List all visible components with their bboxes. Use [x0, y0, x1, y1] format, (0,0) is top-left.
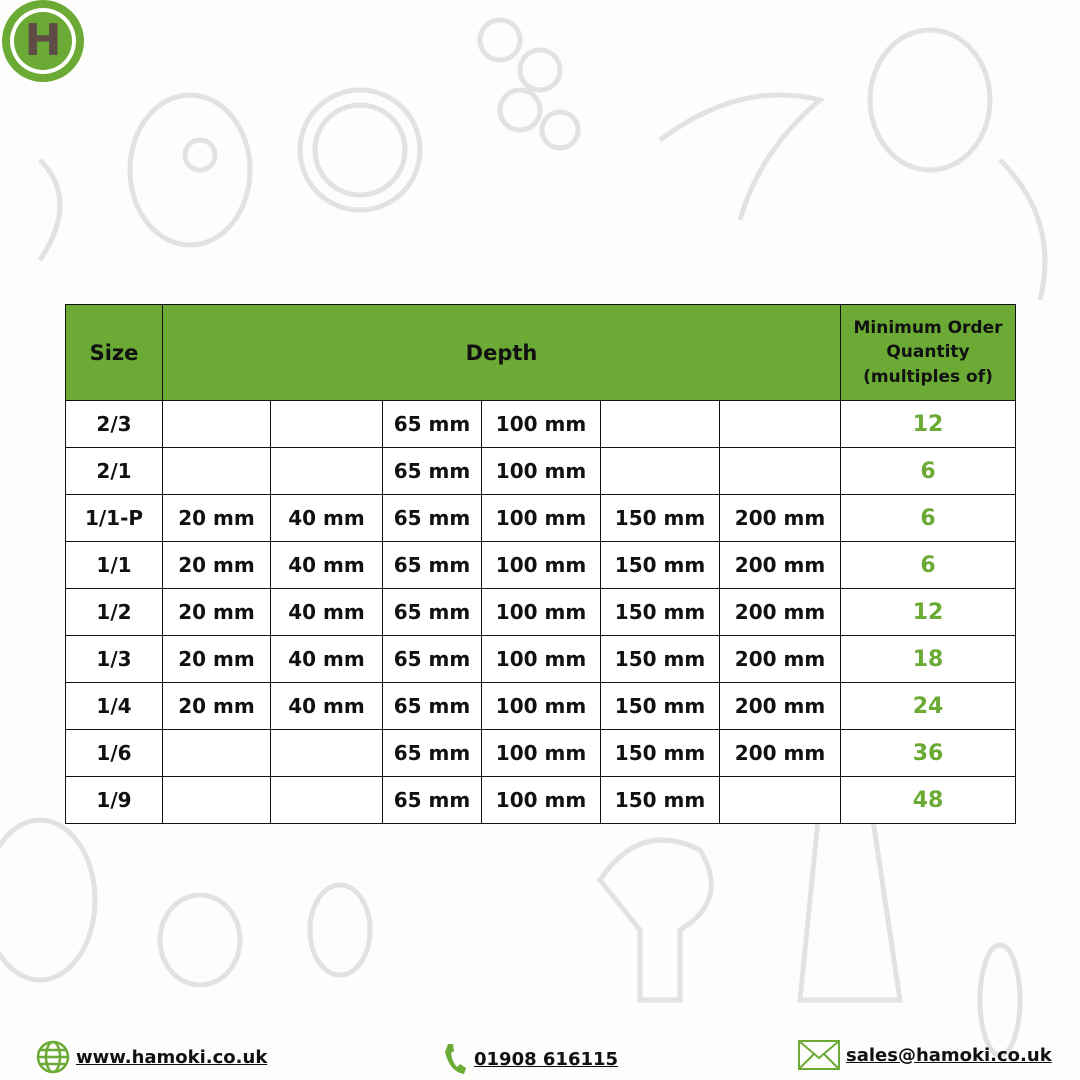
size-cell: 1/1-P — [65, 494, 163, 542]
depth-cell: 150 mm — [600, 729, 720, 777]
depth-cell: 40 mm — [270, 588, 383, 636]
table-row: 1/1-P 20 mm 40 mm 65 mm 100 mm 150 mm 200 mm 6 — [65, 494, 1016, 542]
depth-cell: 65 mm — [382, 682, 482, 730]
size-cell: 1/6 — [65, 729, 163, 777]
depth-cell: 65 mm — [382, 494, 482, 542]
table-row: 2/1 65 mm 100 mm 6 — [65, 447, 1016, 495]
size-cell: 1/3 — [65, 635, 163, 683]
depth-cell: 200 mm — [719, 588, 841, 636]
depth-cell — [600, 447, 720, 495]
depth-cell — [270, 776, 383, 824]
depth-cell: 100 mm — [481, 541, 601, 589]
moq-cell: 12 — [840, 588, 1016, 636]
depth-cell — [270, 729, 383, 777]
moq-cell: 12 — [840, 400, 1016, 448]
depth-cell: 150 mm — [600, 682, 720, 730]
depth-cell: 65 mm — [382, 447, 482, 495]
depth-cell — [162, 729, 271, 777]
depth-cell — [162, 400, 271, 448]
table-row: 1/9 65 mm 100 mm 150 mm 48 — [65, 776, 1016, 824]
depth-cell: 100 mm — [481, 447, 601, 495]
depth-cell: 100 mm — [481, 494, 601, 542]
depth-cell: 150 mm — [600, 635, 720, 683]
depth-cell: 150 mm — [600, 588, 720, 636]
header-size: Size — [65, 304, 163, 401]
moq-cell: 6 — [840, 494, 1016, 542]
logo-letter: H — [24, 15, 62, 66]
depth-cell — [719, 776, 841, 824]
depth-cell: 40 mm — [270, 541, 383, 589]
email-link[interactable]: sales@hamoki.co.uk — [846, 1044, 1052, 1066]
depth-cell: 100 mm — [481, 776, 601, 824]
footer-phone[interactable]: 01908 616115 — [442, 1042, 618, 1076]
depth-cell: 200 mm — [719, 729, 841, 777]
depth-cell: 65 mm — [382, 776, 482, 824]
depth-cell: 20 mm — [162, 494, 271, 542]
size-cell: 2/1 — [65, 447, 163, 495]
size-cell: 2/3 — [65, 400, 163, 448]
envelope-icon — [798, 1040, 840, 1070]
depth-cell: 200 mm — [719, 682, 841, 730]
depth-cell: 100 mm — [481, 682, 601, 730]
depth-cell: 65 mm — [382, 400, 482, 448]
depth-cell: 20 mm — [162, 682, 271, 730]
depth-cell: 65 mm — [382, 588, 482, 636]
depth-cell: 40 mm — [270, 494, 383, 542]
hamoki-logo: H — [2, 0, 84, 82]
footer-website[interactable]: www.hamoki.co.uk — [36, 1040, 267, 1074]
table-row: 1/6 65 mm 100 mm 150 mm 200 mm 36 — [65, 729, 1016, 777]
depth-cell: 200 mm — [719, 635, 841, 683]
depth-cell: 40 mm — [270, 682, 383, 730]
depth-cell: 65 mm — [382, 635, 482, 683]
depth-cell: 65 mm — [382, 729, 482, 777]
depth-cell: 100 mm — [481, 588, 601, 636]
depth-cell — [600, 400, 720, 448]
depth-cell: 100 mm — [481, 729, 601, 777]
depth-cell: 100 mm — [481, 400, 601, 448]
globe-icon — [36, 1040, 70, 1074]
table-row: 1/1 20 mm 40 mm 65 mm 100 mm 150 mm 200 mm 6 — [65, 541, 1016, 589]
depth-cell — [270, 400, 383, 448]
phone-icon — [445, 1044, 466, 1074]
size-depth-table: Size Depth Minimum Order Quantity (multi… — [65, 304, 1016, 824]
depth-cell: 65 mm — [382, 541, 482, 589]
header-moq: Minimum Order Quantity (multiples of) — [840, 304, 1016, 401]
depth-cell — [719, 400, 841, 448]
phone-link[interactable]: 01908 616115 — [474, 1048, 619, 1070]
depth-cell: 100 mm — [481, 635, 601, 683]
table-row: 1/3 20 mm 40 mm 65 mm 100 mm 150 mm 200 mm 18 — [65, 635, 1016, 683]
depth-cell: 150 mm — [600, 494, 720, 542]
moq-cell: 24 — [840, 682, 1016, 730]
depth-cell: 200 mm — [719, 494, 841, 542]
size-cell: 1/2 — [65, 588, 163, 636]
depth-cell: 20 mm — [162, 541, 271, 589]
table-row: 1/4 20 mm 40 mm 65 mm 100 mm 150 mm 200 mm 24 — [65, 682, 1016, 730]
size-cell: 1/1 — [65, 541, 163, 589]
footer-email[interactable]: sales@hamoki.co.uk — [798, 1040, 1052, 1070]
size-cell: 1/9 — [65, 776, 163, 824]
moq-cell: 6 — [840, 447, 1016, 495]
depth-cell: 150 mm — [600, 776, 720, 824]
table-row: 1/2 20 mm 40 mm 65 mm 100 mm 150 mm 200 mm 12 — [65, 588, 1016, 636]
depth-cell — [162, 447, 271, 495]
depth-cell — [162, 776, 271, 824]
moq-cell: 36 — [840, 729, 1016, 777]
moq-cell: 18 — [840, 635, 1016, 683]
header-depth: Depth — [162, 304, 841, 401]
depth-cell: 20 mm — [162, 588, 271, 636]
depth-cell: 40 mm — [270, 635, 383, 683]
depth-cell — [719, 447, 841, 495]
depth-cell: 200 mm — [719, 541, 841, 589]
depth-cell: 20 mm — [162, 635, 271, 683]
depth-cell — [270, 447, 383, 495]
size-cell: 1/4 — [65, 682, 163, 730]
website-link[interactable]: www.hamoki.co.uk — [76, 1046, 268, 1068]
moq-cell: 6 — [840, 541, 1016, 589]
table-row: 2/3 65 mm 100 mm 12 — [65, 400, 1016, 448]
depth-cell: 150 mm — [600, 541, 720, 589]
moq-cell: 48 — [840, 776, 1016, 824]
